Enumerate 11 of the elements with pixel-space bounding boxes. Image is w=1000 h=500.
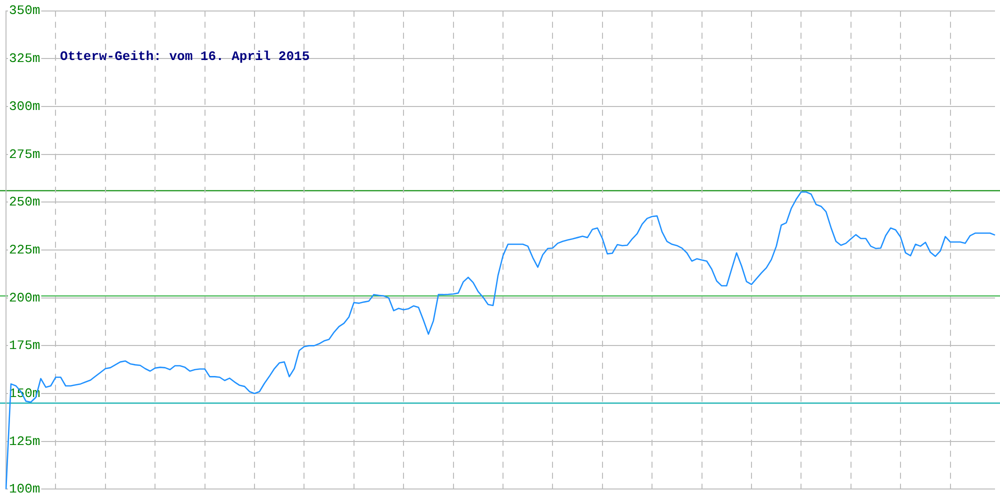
- y-tick-label: 250m: [9, 194, 40, 210]
- y-tick-label: 350m: [9, 3, 40, 18]
- y-tick-label: 200m: [9, 290, 40, 306]
- y-tick-label: 275m: [9, 146, 40, 162]
- y-tick-label: 125m: [9, 434, 40, 449]
- y-tick-label: 100m: [9, 482, 40, 497]
- y-tick-label: 300m: [9, 98, 40, 114]
- y-tick-label: 175m: [9, 338, 40, 354]
- y-tick-label: 225m: [9, 242, 40, 258]
- y-tick-label: 325m: [9, 51, 40, 66]
- text: Otterw-Geith: vom 16. April 2015: [60, 48, 310, 64]
